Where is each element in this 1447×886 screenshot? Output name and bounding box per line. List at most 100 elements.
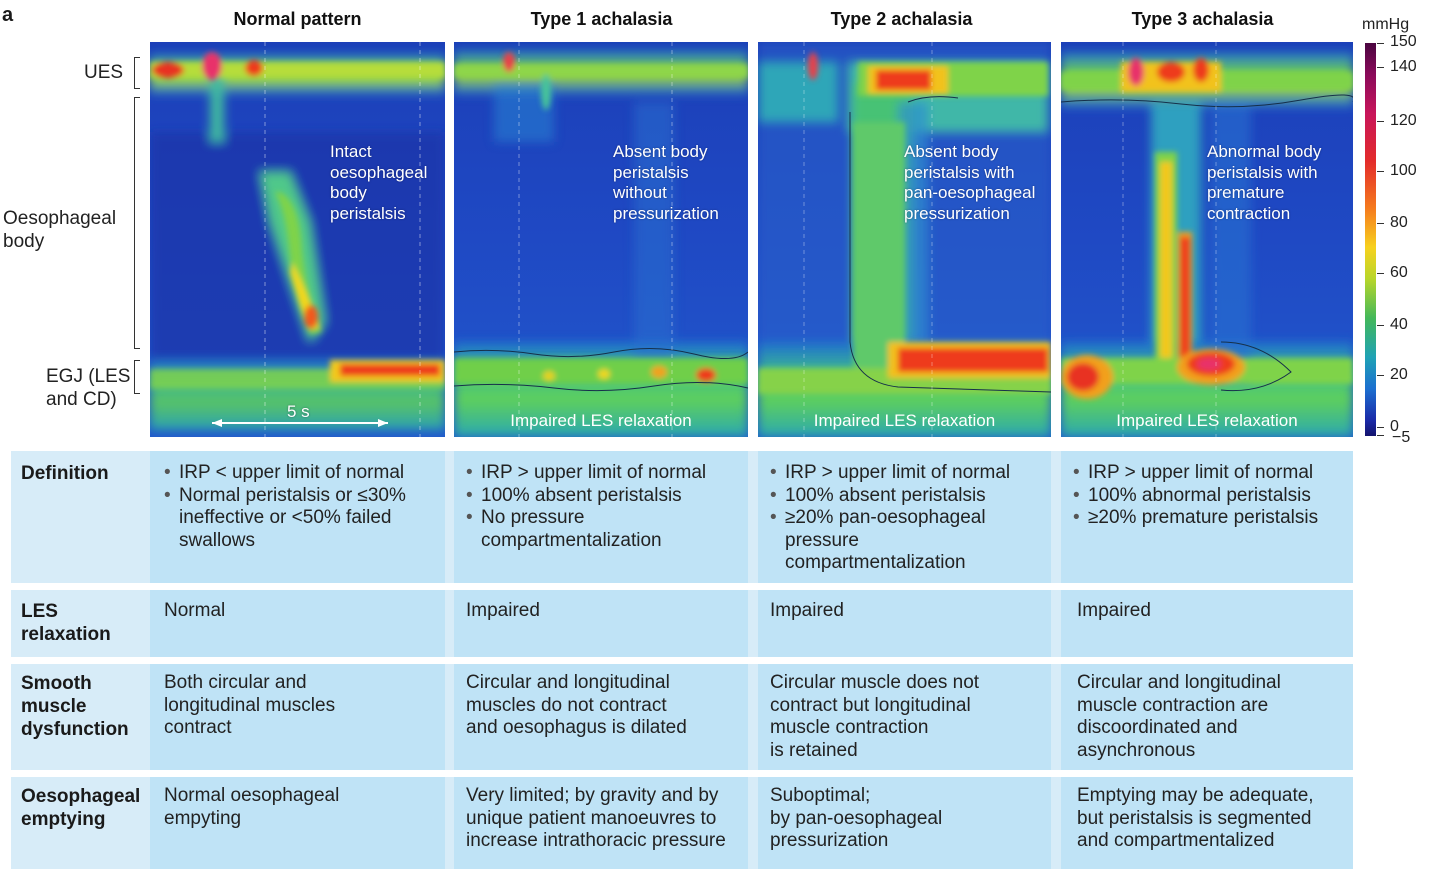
def-type1-item: 100% absent peristalsis [466, 485, 746, 508]
def-normal-item: Normal peristalsis or ≤30% ineffective o… [164, 485, 434, 553]
cell-bg [454, 777, 748, 869]
note-type3-line4: contraction [1207, 203, 1291, 223]
cb-tick [1377, 43, 1384, 44]
note-type2-line3: pan-oesophageal [904, 183, 1036, 202]
cb-label-140: 140 [1390, 58, 1417, 75]
note-type3-line1: Abnormal body [1207, 142, 1322, 161]
cell-bg [1061, 590, 1353, 657]
cb-label-150: 150 [1390, 33, 1417, 50]
note-type1-line4: pressurization [613, 203, 719, 223]
col-title-type3: Type 3 achalasia [1131, 9, 1274, 29]
row-head-emptying-line1: Oesophageal [21, 786, 141, 807]
smooth-type3-line: muscle contraction are [1077, 694, 1269, 716]
empty-type2-line: by pan-oesophageal [770, 807, 943, 829]
def-type2-item: ≥20% pan-oesophageal pressure compartmen… [770, 507, 1010, 575]
note-type2-line4: pressurization [904, 203, 1010, 223]
note-type2-line2: peristalsis with [904, 162, 1015, 182]
panel-letter: a [2, 4, 14, 26]
note-type3-line3: premature [1207, 183, 1285, 202]
empty-type3-line: Emptying may be adequate, [1077, 785, 1314, 806]
hrm-panel-normal: Intact oesophageal body peristalsis 5 s [150, 42, 445, 437]
cb-tick [1377, 325, 1384, 326]
cb-label-120: 120 [1390, 112, 1417, 129]
def-cell-normal: IRP < upper limit of normal Normal peris… [164, 462, 434, 552]
les-label-type1: Impaired LES relaxation [510, 411, 692, 430]
def-type3-item: 100% abnormal peristalsis [1073, 485, 1351, 508]
col-title-normal: Normal pattern [233, 9, 362, 29]
smooth-type2-line: contract but longitudinal [770, 694, 971, 716]
cb-tick [1377, 223, 1384, 224]
note-type2-line1: Absent body [904, 142, 999, 161]
bracket-ues [134, 57, 140, 89]
cb-label-minus5: −5 [1392, 429, 1411, 446]
empty-normal-line: empyting [164, 807, 242, 829]
def-type1-item: No pressure compartmentalization [466, 507, 706, 552]
cb-tick [1377, 435, 1384, 436]
smooth-type2-line: is retained [770, 739, 858, 761]
note-type1-line3: without [613, 183, 667, 202]
bracket-body [134, 97, 140, 349]
note-type1-line2: peristalsis [613, 162, 689, 182]
row-head-smooth-line1: Smooth [21, 673, 92, 694]
def-cell-type3: IRP > upper limit of normal 100% abnorma… [1073, 462, 1351, 530]
hrm-panel-type1: Absent body peristalsis without pressuri… [454, 42, 748, 437]
note-type3: Abnormal body peristalsis with premature… [1207, 142, 1321, 224]
empty-type3-line: and compartmentalized [1077, 830, 1275, 851]
empty-type1-line: unique patient manoeuvres to [466, 807, 717, 829]
empty-cell-type2: Suboptimal; by pan-oesophageal pressuriz… [770, 785, 942, 853]
note-normal: Intact oesophageal body peristalsis [330, 142, 427, 224]
label-ues: UES [84, 62, 124, 83]
cell-bg [150, 777, 445, 869]
cell-bg [1061, 777, 1353, 869]
note-type1: Absent body peristalsis without pressuri… [613, 142, 719, 224]
def-cell-type2: IRP > upper limit of normal 100% absent … [770, 462, 1045, 575]
cell-bg [454, 590, 748, 657]
smooth-normal-line: Both circular and [164, 672, 307, 693]
cell-bg [758, 590, 1051, 657]
smooth-normal-line: longitudinal muscles [164, 694, 336, 716]
note-type3-line2: peristalsis with [1207, 162, 1318, 182]
cb-tick [1377, 121, 1384, 122]
empty-type1-line: Very limited; by gravity and by [466, 785, 719, 806]
row-head-smooth: Smooth muscle dysfunction [21, 672, 129, 741]
smooth-type1-line: and oesophagus is dilated [466, 717, 687, 738]
row-head-smooth-line2: muscle [21, 696, 87, 717]
smooth-cell-type1: Circular and longitudinal muscles do not… [466, 672, 687, 740]
cb-tick [1377, 67, 1384, 68]
colorbar [1365, 43, 1376, 436]
cb-label-40: 40 [1390, 316, 1408, 333]
label-egj-2: and CD) [46, 389, 117, 410]
les-label-type3: Impaired LES relaxation [1116, 411, 1298, 430]
bracket-egj [134, 360, 140, 394]
scale-unit: mmHg [1362, 16, 1410, 33]
note-type2: Absent body peristalsis with pan-oesopha… [904, 142, 1035, 224]
les-cell-type3: Impaired [1077, 600, 1151, 621]
empty-cell-normal: Normal oesophageal empyting [164, 785, 339, 830]
row-head-les-line1: LES [21, 601, 58, 622]
hrm-plot-type3 [1061, 42, 1353, 437]
col-title-type1: Type 1 achalasia [530, 9, 673, 29]
cell-bg [758, 664, 1051, 770]
hrm-plot-normal [150, 42, 445, 437]
label-body-1: Oesophageal [3, 208, 117, 229]
hrm-panel-type3: Abnormal body peristalsis with premature… [1061, 42, 1353, 437]
empty-type3-line: but peristalsis is segmented [1077, 807, 1312, 829]
hrm-plot-type1 [454, 42, 748, 437]
hrm-panel-type2: Absent body peristalsis with pan-oesopha… [758, 42, 1051, 437]
cb-label-60: 60 [1390, 264, 1408, 281]
hrm-plot-type2 [758, 42, 1051, 437]
cell-bg [758, 777, 1051, 869]
def-cell-type1: IRP > upper limit of normal 100% absent … [466, 462, 746, 552]
cb-tick [1377, 375, 1384, 376]
cb-label-80: 80 [1390, 214, 1408, 231]
les-label-type2: Impaired LES relaxation [813, 411, 996, 430]
empty-type1-line: increase intrathoracic pressure [466, 830, 726, 851]
cb-label-0: 0 [1390, 418, 1399, 435]
smooth-type3-line: discoordinated and [1077, 717, 1238, 738]
row-head-emptying: Oesophageal emptying [21, 785, 140, 831]
note-type1-line1: Absent body [613, 142, 708, 161]
col-title-type2: Type 2 achalasia [830, 9, 973, 29]
note-normal-line2: oesophageal [330, 162, 428, 182]
note-normal-line1: Intact [330, 142, 372, 161]
smooth-normal-line: contract [164, 717, 232, 738]
